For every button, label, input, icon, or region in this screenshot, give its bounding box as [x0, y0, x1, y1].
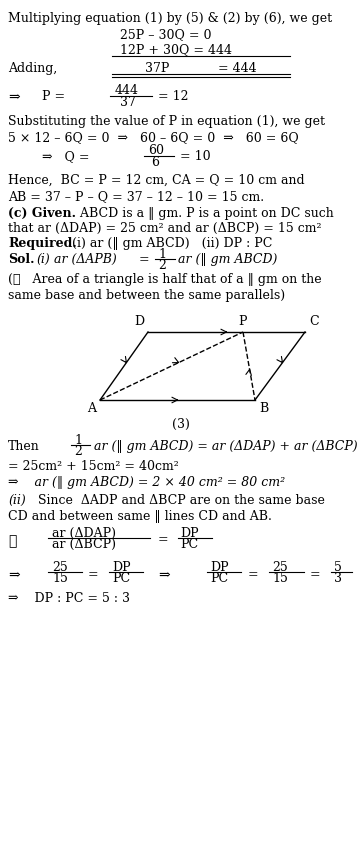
- Text: Multiplying equation (1) by (5) & (2) by (6), we get: Multiplying equation (1) by (5) & (2) by…: [8, 12, 332, 25]
- Text: = 444: = 444: [218, 62, 257, 75]
- Text: CD and between same ‖ lines CD and AB.: CD and between same ‖ lines CD and AB.: [8, 510, 272, 523]
- Text: = 25cm² + 15cm² = 40cm²: = 25cm² + 15cm² = 40cm²: [8, 460, 179, 473]
- Text: C: C: [309, 315, 319, 328]
- Text: 12P + 30Q = 444: 12P + 30Q = 444: [120, 43, 232, 56]
- Text: Hence,  BC = P = 12 cm, CA = Q = 10 cm and: Hence, BC = P = 12 cm, CA = Q = 10 cm an…: [8, 174, 305, 187]
- Text: P =: P =: [42, 90, 65, 103]
- Text: ⇒   Q =: ⇒ Q =: [42, 150, 89, 163]
- Text: (i) ar (‖ gm ABCD)   (ii) DP : PC: (i) ar (‖ gm ABCD) (ii) DP : PC: [68, 237, 272, 250]
- Text: Then: Then: [8, 440, 40, 453]
- Text: 1: 1: [74, 434, 82, 447]
- Text: 5: 5: [334, 561, 342, 574]
- Text: B: B: [259, 402, 268, 415]
- Text: =: =: [248, 568, 258, 581]
- Text: Since  ΔADP and ΔBCP are on the same base: Since ΔADP and ΔBCP are on the same base: [34, 494, 325, 507]
- Text: Adding,: Adding,: [8, 62, 57, 75]
- Text: AB = 37 – P – Q = 37 – 12 – 10 = 15 cm.: AB = 37 – P – Q = 37 – 12 – 10 = 15 cm.: [8, 190, 264, 203]
- Text: Sol.: Sol.: [8, 253, 34, 266]
- Text: ⇒    DP : PC = 5 : 3: ⇒ DP : PC = 5 : 3: [8, 592, 130, 605]
- Text: ⇒: ⇒: [8, 568, 20, 582]
- Text: 25: 25: [52, 561, 68, 574]
- Text: D: D: [134, 315, 144, 328]
- Text: PC: PC: [180, 538, 198, 551]
- Text: 25P – 30Q = 0: 25P – 30Q = 0: [120, 28, 211, 41]
- Text: (ii): (ii): [8, 494, 26, 507]
- Text: 6: 6: [151, 156, 159, 169]
- Text: ar (ΔBCP): ar (ΔBCP): [52, 538, 116, 551]
- Text: 3: 3: [334, 572, 342, 585]
- Text: ar (ΔAPB): ar (ΔAPB): [54, 253, 117, 266]
- Text: DP: DP: [180, 527, 199, 540]
- Text: A: A: [87, 402, 96, 415]
- Text: = 12: = 12: [158, 90, 189, 103]
- Text: 5 × 12 – 6Q = 0  ⇒   60 – 6Q = 0  ⇒   60 = 6Q: 5 × 12 – 6Q = 0 ⇒ 60 – 6Q = 0 ⇒ 60 = 6Q: [8, 131, 299, 144]
- Text: 2: 2: [158, 259, 166, 272]
- Text: 444: 444: [115, 84, 139, 97]
- Text: =: =: [88, 568, 98, 581]
- Text: (3): (3): [172, 418, 190, 431]
- Text: (c) Given.: (c) Given.: [8, 207, 76, 220]
- Text: (i): (i): [36, 253, 50, 266]
- Text: ABCD is a ‖ gm. P is a point on DC such: ABCD is a ‖ gm. P is a point on DC such: [72, 207, 334, 220]
- Text: ar (ΔDAP): ar (ΔDAP): [52, 527, 116, 540]
- Text: (∴   Area of a triangle is half that of a ‖ gm on the: (∴ Area of a triangle is half that of a …: [8, 273, 321, 286]
- Text: Substituting the value of P in equation (1), we get: Substituting the value of P in equation …: [8, 115, 325, 128]
- Text: 2: 2: [74, 445, 82, 458]
- Text: that ar (ΔDAP) = 25 cm² and ar (ΔBCP) = 15 cm²: that ar (ΔDAP) = 25 cm² and ar (ΔBCP) = …: [8, 222, 321, 235]
- Text: ar (‖ gm ABCD): ar (‖ gm ABCD): [178, 253, 277, 266]
- Text: 25: 25: [272, 561, 288, 574]
- Text: ∴: ∴: [8, 534, 16, 548]
- Text: PC: PC: [210, 572, 228, 585]
- Text: =: =: [135, 253, 150, 266]
- Text: 60: 60: [148, 144, 164, 157]
- Text: same base and between the same parallels): same base and between the same parallels…: [8, 289, 285, 302]
- Text: DP: DP: [210, 561, 229, 574]
- Text: ⇒: ⇒: [8, 90, 20, 104]
- Text: 15: 15: [52, 572, 68, 585]
- Text: Required.: Required.: [8, 237, 77, 250]
- Text: =: =: [158, 533, 169, 546]
- Text: ar (‖ gm ABCD) = ar (ΔDAP) + ar (ΔBCP): ar (‖ gm ABCD) = ar (ΔDAP) + ar (ΔBCP): [94, 440, 358, 453]
- Text: =: =: [310, 568, 321, 581]
- Text: 37: 37: [120, 96, 136, 109]
- Text: ⇒    ar (‖ gm ABCD) = 2 × 40 cm² = 80 cm²: ⇒ ar (‖ gm ABCD) = 2 × 40 cm² = 80 cm²: [8, 476, 285, 489]
- Text: PC: PC: [112, 572, 130, 585]
- Text: 15: 15: [272, 572, 288, 585]
- Text: = 10: = 10: [180, 150, 211, 163]
- Text: P: P: [239, 315, 247, 328]
- Text: ⇒: ⇒: [158, 568, 170, 582]
- Text: 1: 1: [158, 248, 166, 261]
- Text: 37P: 37P: [145, 62, 169, 75]
- Text: DP: DP: [112, 561, 131, 574]
